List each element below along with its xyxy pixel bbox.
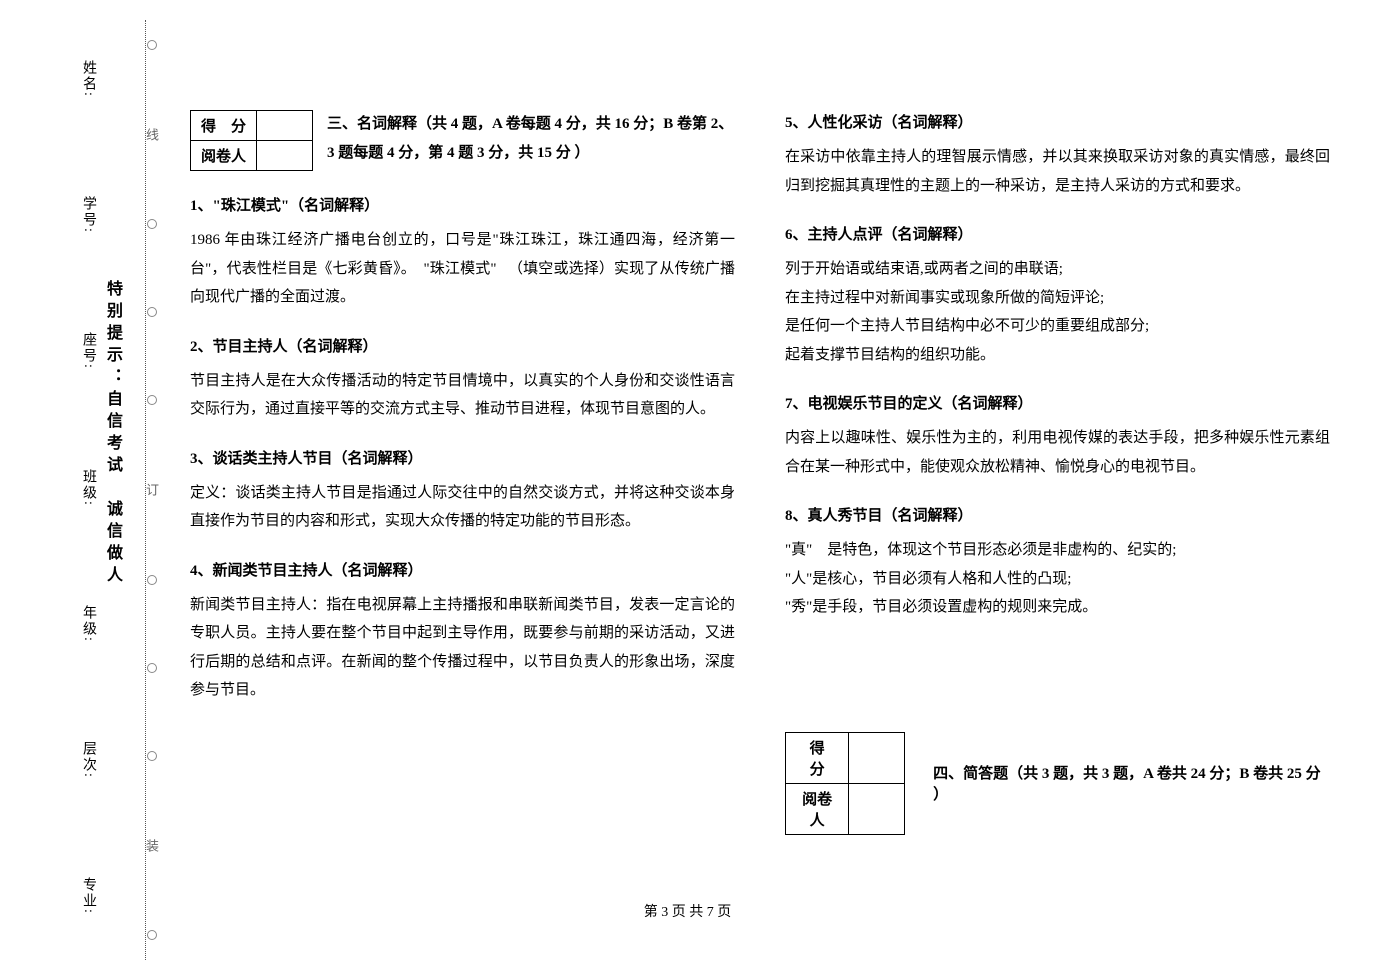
exam-reminder: 特别提示：自信考试 诚信做人 [100, 280, 124, 588]
question-7: 7、电视娱乐节目的定义（名词解释） 内容上以趣味性、娱乐性为主的，利用电视传媒的… [785, 391, 1330, 481]
grader-value-cell [257, 141, 313, 171]
question-6-title: 6、主持人点评（名词解释） [785, 222, 1330, 249]
fold-tag-line: 线 [142, 128, 161, 141]
question-8: 8、真人秀节目（名词解释） "真" 是特色，体现这个节目形态必须是非虚构的、纪实… [785, 503, 1330, 622]
question-4: 4、新闻类节目主持人（名词解释） 新闻类节目主持人：指在电视屏幕上主持播报和串联… [190, 558, 735, 705]
section-3-header: 得 分 阅卷人 三、名词解释（共 4 题，A 卷每题 4 分，共 16 分；B … [190, 110, 735, 171]
question-8-title: 8、真人秀节目（名词解释） [785, 503, 1330, 530]
question-4-body: 新闻类节目主持人：指在电视屏幕上主持播报和串联新闻类节目，发表一定言论的专职人员… [190, 591, 735, 705]
question-2-title: 2、节目主持人（名词解释） [190, 334, 735, 361]
section-4-header: 得 分 阅卷人 四、简答题（共 3 题，共 3 题，A 卷共 24 分；B 卷共… [785, 732, 1330, 835]
score-label: 得 分 [191, 111, 257, 141]
grader-label: 阅卷人 [786, 783, 849, 834]
question-1: 1、"珠江模式"（名词解释） 1986 年由珠江经济广播电台创立的，口号是"珠江… [190, 193, 735, 312]
question-3-title: 3、谈话类主持人节目（名词解释） [190, 446, 735, 473]
page-content: 得 分 阅卷人 三、名词解释（共 4 题，A 卷每题 4 分，共 16 分；B … [190, 110, 1340, 835]
score-value-cell [257, 111, 313, 141]
question-2: 2、节目主持人（名词解释） 节目主持人是在大众传播活动的特定节目情境中，以真实的… [190, 334, 735, 424]
question-3-body: 定义：谈话类主持人节目是指通过人际交往中的自然交谈方式，并将这种交谈本身直接作为… [190, 479, 735, 536]
grader-value-cell [849, 783, 905, 834]
fold-tag-bind: 装 [142, 839, 161, 852]
section-3-title: 三、名词解释（共 4 题，A 卷每题 4 分，共 16 分；B 卷第 2、3 题… [327, 110, 735, 167]
label-student-id: 学号: [78, 196, 98, 234]
question-1-body: 1986 年由珠江经济广播电台创立的，口号是"珠江珠江，珠江通四海，经济第一台"… [190, 226, 735, 312]
page-footer: 第 3 页 共 7 页 [0, 901, 1375, 921]
label-seat: 座号: [78, 332, 98, 370]
label-name: 姓名: [78, 60, 98, 98]
grader-label: 阅卷人 [191, 141, 257, 171]
question-6-body: 列于开始语或结束语,或两者之间的串联语; 在主持过程中对新闻事实或现象所做的简短… [785, 255, 1330, 369]
question-1-title: 1、"珠江模式"（名词解释） [190, 193, 735, 220]
question-6: 6、主持人点评（名词解释） 列于开始语或结束语,或两者之间的串联语; 在主持过程… [785, 222, 1330, 369]
question-7-title: 7、电视娱乐节目的定义（名词解释） [785, 391, 1330, 418]
label-class: 班级: [78, 469, 98, 507]
left-column: 得 分 阅卷人 三、名词解释（共 4 题，A 卷每题 4 分，共 16 分；B … [190, 110, 735, 835]
label-level: 层次: [78, 741, 98, 779]
question-7-body: 内容上以趣味性、娱乐性为主的，利用电视传媒的表达手段，把多种娱乐性元素组合在某一… [785, 424, 1330, 481]
section-3-score-box: 得 分 阅卷人 [190, 110, 313, 171]
question-2-body: 节目主持人是在大众传播活动的特定节目情境中，以真实的个人身份和交谈性语言交际行为… [190, 367, 735, 424]
right-column: 5、人性化采访（名词解释） 在采访中依靠主持人的理智展示情感，并以其来换取采访对… [785, 110, 1330, 835]
question-5-title: 5、人性化采访（名词解释） [785, 110, 1330, 137]
question-8-body: "真" 是特色，体现这个节目形态必须是非虚构的、纪实的; "人"是核心，节目必须… [785, 536, 1330, 622]
binding-margin: 特别提示：自信考试 诚信做人 姓名: 学号: 座号: 班级: 年级: 层次: 专… [0, 0, 170, 971]
section-4-score-box: 得 分 阅卷人 [785, 732, 905, 835]
question-4-title: 4、新闻类节目主持人（名词解释） [190, 558, 735, 585]
fold-marks: 线 订 装 [142, 40, 161, 940]
question-5-body: 在采访中依靠主持人的理智展示情感，并以其来换取采访对象的真实情感，最终回归到挖掘… [785, 143, 1330, 200]
score-label: 得 分 [786, 732, 849, 783]
student-info-labels: 姓名: 学号: 座号: 班级: 年级: 层次: 专业: [78, 60, 98, 920]
label-grade: 年级: [78, 605, 98, 643]
fold-tag-book: 订 [142, 483, 161, 496]
section-4-title: 四、简答题（共 3 题，共 3 题，A 卷共 24 分；B 卷共 25 分 ） [933, 762, 1330, 804]
question-3: 3、谈话类主持人节目（名词解释） 定义：谈话类主持人节目是指通过人际交往中的自然… [190, 446, 735, 536]
question-5: 5、人性化采访（名词解释） 在采访中依靠主持人的理智展示情感，并以其来换取采访对… [785, 110, 1330, 200]
score-value-cell [849, 732, 905, 783]
